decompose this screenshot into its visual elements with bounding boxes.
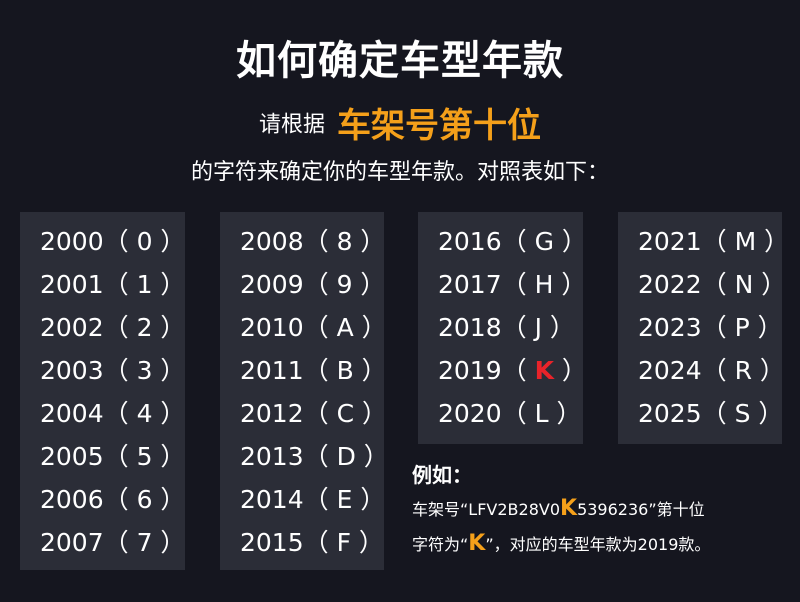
year: 2019 xyxy=(438,356,502,385)
year-row: 2013（ D ） xyxy=(240,442,389,471)
example-text: 车架号“LFV2B28V0 xyxy=(412,500,560,519)
year-row: 2017（ H ） xyxy=(438,270,587,299)
year-row: 2018（ J ） xyxy=(438,313,575,342)
code: D xyxy=(336,442,356,471)
code: 1 xyxy=(136,270,153,299)
year: 2007 xyxy=(40,528,104,557)
year: 2006 xyxy=(40,485,104,514)
year: 2001 xyxy=(40,270,104,299)
year-row: 2001（ 1 ） xyxy=(40,270,186,299)
year-row: 2010（ A ） xyxy=(240,313,387,342)
example-highlight: K xyxy=(468,531,486,556)
year: 2018 xyxy=(438,313,502,342)
year-row: 2012（ C ） xyxy=(240,399,387,428)
code: M xyxy=(734,227,757,256)
code: 7 xyxy=(136,528,153,557)
code: N xyxy=(734,270,754,299)
year: 2014 xyxy=(240,485,304,514)
code: 4 xyxy=(136,399,153,428)
subtitle-prefix: 请根据 xyxy=(258,112,325,138)
page-title: 如何确定车型年款 xyxy=(236,38,564,84)
year: 2012 xyxy=(240,399,304,428)
year: 2025 xyxy=(638,399,702,428)
code: F xyxy=(336,528,351,557)
code: H xyxy=(534,270,554,299)
year-row: 2011（ B ） xyxy=(240,356,387,385)
year-column-1: 2000（ 0 ） 2001（ 1 ） 2002（ 2 ） 2003（ 3 ） 2004… xyxy=(20,212,185,570)
year: 2020 xyxy=(438,399,502,428)
year: 2013 xyxy=(240,442,304,471)
year-column-3: 2016（ G ） 2017（ H ） 2018（ J ） 2019（ K ） 2020… xyxy=(418,212,587,444)
year-row: 2015（ F ） xyxy=(240,528,384,557)
year: 2021 xyxy=(638,227,702,256)
year: 2017 xyxy=(438,270,502,299)
code: 2 xyxy=(136,313,153,342)
year-column-4: 2021（ M ） 2022（ N ） 2023（ P ） 2024（ R ） 2025… xyxy=(618,212,790,444)
code: L xyxy=(534,399,549,428)
year-row: 2023（ P ） xyxy=(638,313,783,342)
code: 8 xyxy=(336,227,353,256)
example-text: ”，对应的车型年款为2019款。 xyxy=(485,535,711,554)
code: A xyxy=(336,313,354,342)
code: 0 xyxy=(136,227,153,256)
example-highlight: K xyxy=(560,496,578,521)
year-row: 2008（ 8 ） xyxy=(240,227,386,256)
code: 6 xyxy=(136,485,153,514)
year-row: 2019（ K ） xyxy=(438,356,587,385)
code: B xyxy=(336,356,354,385)
year-row: 2000（ 0 ） xyxy=(40,227,186,256)
year-row: 2022（ N ） xyxy=(638,270,787,299)
year: 2023 xyxy=(638,313,702,342)
code: J xyxy=(534,313,542,342)
code: K xyxy=(534,356,554,385)
code: E xyxy=(336,485,353,514)
year: 2010 xyxy=(240,313,304,342)
code: 3 xyxy=(136,356,153,385)
year-row: 2003（ 3 ） xyxy=(40,356,186,385)
example-heading: 例如： xyxy=(412,463,472,487)
year: 2003 xyxy=(40,356,104,385)
year-row: 2024（ R ） xyxy=(638,356,785,385)
year-row: 2006（ 6 ） xyxy=(40,485,186,514)
year-row: 2004（ 4 ） xyxy=(40,399,186,428)
example-text: 5396236”第十位 xyxy=(577,500,705,519)
year-row: 2002（ 2 ） xyxy=(40,313,186,342)
year-row: 2007（ 7 ） xyxy=(40,528,186,557)
year-row: 2020（ L ） xyxy=(438,399,582,428)
year: 2000 xyxy=(40,227,104,256)
year-column-2: 2008（ 8 ） 2009（ 9 ） 2010（ A ） 2011（ B ） 2012… xyxy=(220,212,389,570)
year: 2011 xyxy=(240,356,304,385)
code: C xyxy=(336,399,355,428)
subtitle-highlight: 车架号第十位 xyxy=(337,106,541,146)
example-line-2: 字符为“K”，对应的车型年款为2019款。 xyxy=(412,527,710,562)
year: 2022 xyxy=(638,270,702,299)
year: 2005 xyxy=(40,442,104,471)
subtitle: 请根据 车架号第十位 xyxy=(0,98,800,147)
subtitle-line2: 的字符来确定你的车型年款。对照表如下： xyxy=(190,160,609,185)
year-row: 2009（ 9 ） xyxy=(240,270,386,299)
year: 2002 xyxy=(40,313,104,342)
code: 9 xyxy=(336,270,353,299)
year: 2015 xyxy=(240,528,304,557)
code: R xyxy=(734,356,752,385)
year: 2008 xyxy=(240,227,304,256)
year: 2016 xyxy=(438,227,502,256)
example-line-1: 车架号“LFV2B28V0K5396236”第十位 xyxy=(412,492,710,527)
year: 2004 xyxy=(40,399,104,428)
year-row: 2025（ S ） xyxy=(638,399,784,428)
year-row: 2016（ G ） xyxy=(438,227,587,256)
year: 2009 xyxy=(240,270,304,299)
example-text: 字符为“ xyxy=(412,535,469,554)
code: 5 xyxy=(136,442,153,471)
code: S xyxy=(734,399,751,428)
year-row: 2021（ M ） xyxy=(638,227,790,256)
year: 2024 xyxy=(638,356,702,385)
year-row: 2005（ 5 ） xyxy=(40,442,186,471)
year-row: 2014（ E ） xyxy=(240,485,386,514)
example-section: 例如： 车架号“LFV2B28V0K5396236”第十位 字符为“K”，对应的… xyxy=(412,458,710,562)
code: P xyxy=(734,313,750,342)
code: G xyxy=(534,227,554,256)
